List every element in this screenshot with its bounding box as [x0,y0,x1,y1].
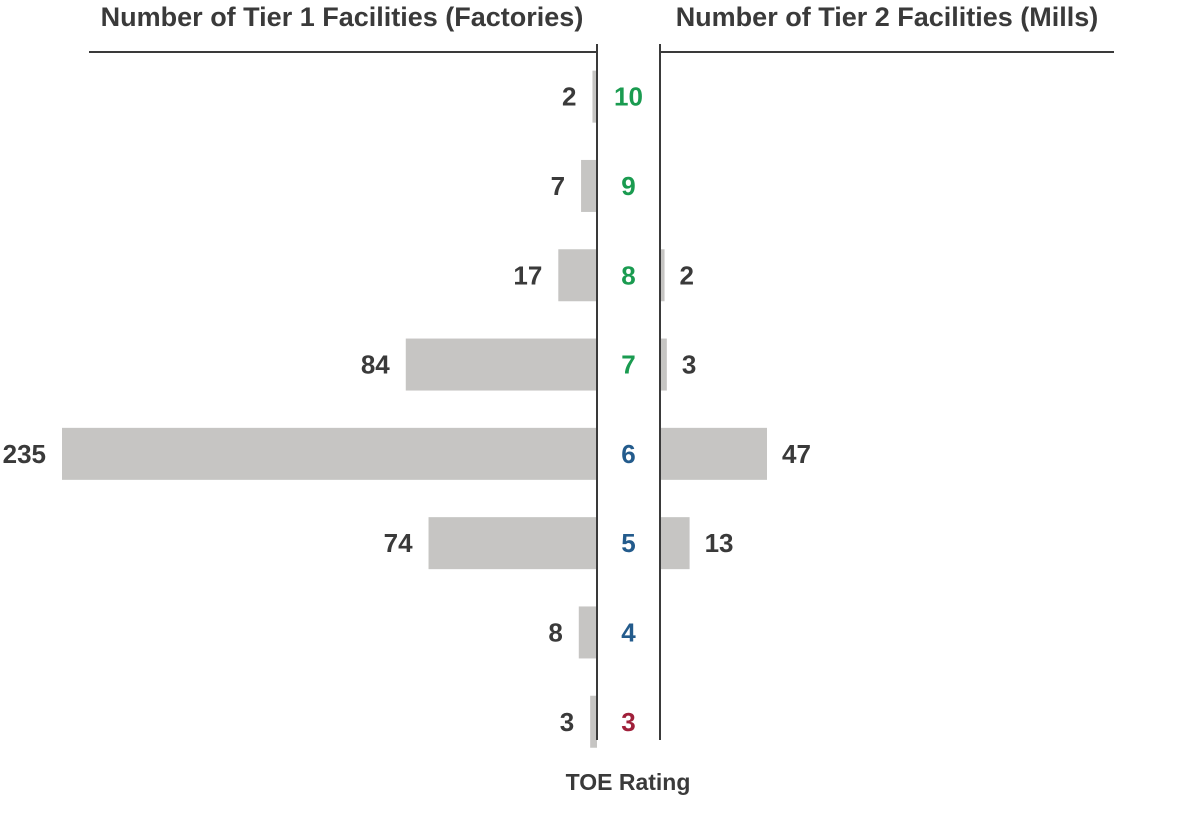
tier1-bar [405,338,597,391]
tier1-bar [590,695,597,748]
tier2-bar [660,249,665,302]
tier1-value-label: 235 [3,439,46,469]
tier1-bar [581,159,597,212]
tier1-value-label: 2 [562,82,576,112]
tier2-bar [660,427,767,480]
tier1-bar [62,427,597,480]
toe-rating-label: 3 [621,707,635,737]
tier2-value-label: 2 [680,260,694,290]
tier2-value-label: 47 [782,439,811,469]
toe-rating-label: 6 [621,439,635,469]
tier2-value-label: 3 [682,350,696,380]
toe-rating-label: 10 [614,82,643,112]
toe-rating-label: 4 [621,617,636,647]
toe-rating-label: 9 [621,171,635,201]
tier1-bar [558,249,597,302]
tier1-value-label: 3 [560,707,574,737]
tier1-bar [428,517,597,570]
tier1-value-label: 84 [361,350,390,380]
tier1-value-label: 17 [513,260,542,290]
tier1-bar [592,70,597,123]
tier2-bar [660,338,667,391]
bars-layer [62,70,767,748]
tier1-value-label: 74 [384,528,413,558]
toe-rating-label: 8 [621,260,635,290]
toe-rating-label: 7 [621,350,635,380]
tier2-value-label: 13 [705,528,734,558]
toe-rating-label: 5 [621,528,635,558]
tier1-bar [578,606,597,659]
right-chart-title: Number of Tier 2 Facilities (Mills) [676,2,1099,32]
toe-rating-axis-label: TOE Rating [566,769,691,795]
tier2-bar [660,517,690,570]
left-chart-title: Number of Tier 1 Facilities (Factories) [101,2,584,32]
tier1-value-label: 8 [548,617,562,647]
tier1-value-label: 7 [551,171,565,201]
